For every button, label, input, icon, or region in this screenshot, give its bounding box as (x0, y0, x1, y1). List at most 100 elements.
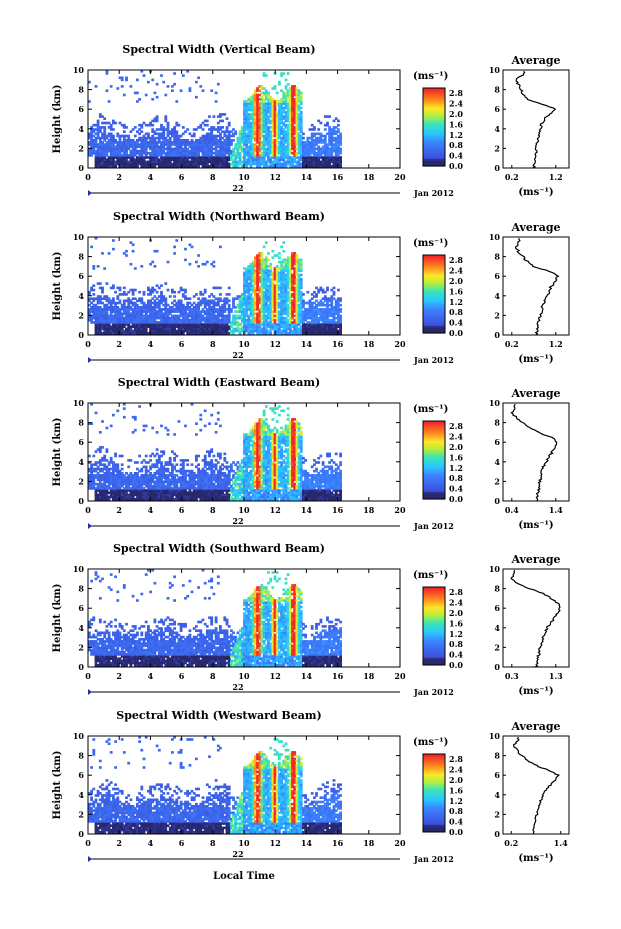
heatmap-cell (186, 316, 190, 320)
heatmap-cell (319, 314, 323, 318)
heatmap-cell (203, 141, 207, 144)
heatmap-cell (262, 290, 266, 294)
heatmap-cell (251, 331, 255, 335)
heatmap-cell (144, 329, 148, 333)
heatmap-cell (98, 128, 102, 131)
heatmap-cell (293, 331, 297, 335)
heatmap-cell (101, 164, 104, 168)
heatmap-cell (267, 271, 270, 275)
heatmap-cell (223, 164, 227, 168)
heatmap-cell (302, 164, 305, 168)
heatmap-cell (192, 312, 196, 316)
heatmap-cell (275, 299, 279, 303)
heatmap-cell (173, 321, 176, 324)
heatmap-cell (262, 93, 266, 97)
heatmap-cell (166, 318, 170, 322)
heatmap-cell (90, 487, 93, 490)
colorbar-tick-label: 1.6 (449, 286, 463, 296)
heatmap-cell (271, 318, 275, 322)
heatmap-cell (188, 164, 192, 168)
heatmap-cell (144, 160, 148, 164)
heatmap-cell (179, 139, 183, 142)
heatmap-cell (264, 91, 268, 95)
heatmap-cell (109, 136, 113, 140)
heatmap-cell (249, 98, 253, 101)
heatmap-cell (245, 290, 248, 294)
heatmap-cell (286, 147, 290, 151)
heatmap-cell (109, 325, 113, 328)
heatmap-cell (131, 143, 135, 146)
heatmap-cell (249, 136, 253, 140)
heatmap-cell (184, 318, 187, 322)
heatmap-cell (101, 493, 104, 497)
heatmap-cell (297, 275, 301, 279)
heatmap-cell (271, 280, 275, 283)
heatmap-cell (330, 134, 334, 138)
heatmap-cell (293, 254, 297, 257)
heatmap-cell (203, 134, 207, 138)
heatmap-cell (173, 139, 176, 142)
heatmap-cell (118, 143, 122, 146)
heatmap-cell (208, 310, 211, 313)
heatmap-cell (112, 323, 115, 326)
heatmap-cell (181, 327, 185, 331)
heatmap-cell (330, 310, 334, 313)
heatmap-cell (223, 134, 227, 138)
heatmap-cell (254, 329, 257, 333)
heatmap-cell (125, 147, 128, 151)
heatmap-cell (133, 318, 137, 322)
heatmap-cell (254, 95, 257, 99)
heatmap-cell (138, 310, 141, 313)
heatmap-cell (125, 145, 128, 149)
heatmap-cell (129, 154, 133, 157)
heatmap-cell (151, 312, 155, 316)
heatmap-cell (247, 123, 251, 127)
heatmap-cell (173, 154, 176, 157)
heatmap-cell (214, 156, 218, 159)
heatmap-cell (260, 308, 264, 311)
heatmap-cell (103, 149, 107, 153)
heatmap-cell (203, 288, 207, 292)
heatmap-cell (238, 156, 242, 159)
heatmap-cell (98, 151, 102, 155)
heatmap-cell (88, 141, 91, 144)
heatmap-cell (236, 141, 240, 144)
heatmap-cell (151, 160, 155, 164)
heatmap-cell (192, 143, 196, 146)
heatmap-cell (264, 136, 268, 140)
heatmap-cell (96, 316, 100, 320)
heatmap-cell (291, 329, 294, 333)
heatmap-cell (96, 472, 100, 475)
heatmap-cell (144, 151, 148, 155)
avg-y-tick-label: 2 (494, 310, 500, 320)
heatmap-cell (234, 323, 238, 326)
heatmap-cell (92, 141, 96, 144)
heatmap-cell (216, 316, 220, 320)
heatmap-cell (162, 158, 166, 161)
heatmap-cell (109, 321, 113, 324)
heatmap-cell (232, 303, 235, 307)
heatmap-cell (264, 314, 268, 318)
heatmap-cell (201, 323, 205, 326)
heatmap-cell (269, 262, 273, 266)
heatmap-cell (293, 271, 297, 275)
heatmap-cell (313, 325, 316, 328)
heatmap-cell (109, 308, 113, 311)
heatmap-cell (160, 331, 163, 335)
heatmap-cell (278, 295, 281, 298)
heatmap-cell (168, 164, 172, 168)
heatmap-cell (238, 132, 242, 136)
heatmap-cell (147, 301, 150, 305)
heatmap-cell (247, 104, 251, 108)
heatmap-cell (160, 141, 163, 144)
heatmap-cell (195, 147, 198, 151)
heatmap-cell (234, 164, 238, 168)
heatmap-cell (251, 299, 255, 303)
heatmap-cell (214, 149, 218, 153)
heatmap-cell (197, 308, 200, 311)
heatmap-cell (131, 329, 135, 333)
heatmap-cell (291, 265, 294, 268)
heatmap-cell (262, 111, 266, 114)
heatmap-cell (260, 143, 264, 146)
heatmap-cell (195, 162, 198, 166)
